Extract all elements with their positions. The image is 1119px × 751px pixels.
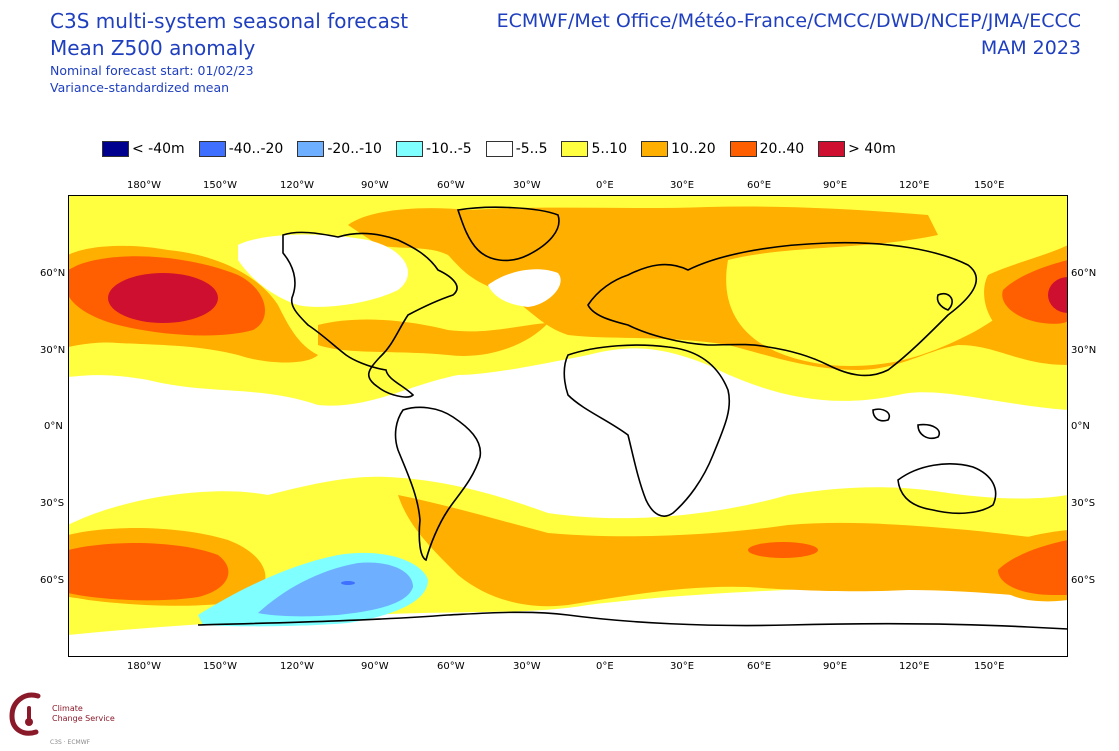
legend-label: 5..10: [591, 141, 628, 157]
legend-swatch: [485, 141, 513, 157]
map-canvas: [68, 195, 1068, 657]
legend-item: 10..20: [641, 141, 716, 157]
lon-label-top: 30°W: [513, 180, 541, 191]
right-header: ECMWF/Met Office/Météo-France/CMCC/DWD/N…: [497, 8, 1081, 62]
lon-label-bottom: 0°E: [596, 661, 614, 672]
legend-swatch: [561, 141, 589, 157]
logo-text: Climate Change Service: [52, 704, 115, 724]
lon-label-bottom: 150°E: [974, 661, 1005, 672]
anomaly-neutral-natl: [488, 269, 561, 307]
chart-title: C3S multi-system seasonal forecast: [50, 9, 409, 33]
lon-label-bottom: 30°E: [670, 661, 695, 672]
lat-label-right: 30°N: [1071, 345, 1097, 356]
legend-swatch: [729, 141, 757, 157]
anomaly-gt40-nwpac: [1048, 277, 1068, 313]
lon-label-bottom: 90°W: [361, 661, 389, 672]
anomaly-20-40-swpac: [68, 543, 229, 601]
climate-change-service-icon: [9, 692, 41, 736]
anomaly-10-20-north: [348, 206, 1068, 370]
c3s-logo: Climate Change Service: [8, 690, 115, 738]
anomaly-neutral-south: [68, 586, 1068, 657]
legend-label: 10..20: [671, 141, 716, 157]
anomaly-10-20-atl: [318, 319, 548, 356]
legend-label: -20..-10: [327, 141, 382, 157]
anomaly-neutral-na: [238, 234, 408, 307]
map-frame: [68, 195, 1068, 657]
legend-swatch: [102, 141, 129, 157]
logo-line2: Change Service: [52, 714, 115, 723]
lon-label-bottom: 60°E: [747, 661, 772, 672]
lon-label-top: 90°W: [361, 180, 389, 191]
legend-item: 20..40: [729, 141, 805, 157]
lat-label-left: 30°S: [40, 498, 65, 509]
lon-label-top: 180°W: [127, 180, 161, 191]
legend-swatch: [198, 141, 226, 157]
legend-item: < -40m: [102, 141, 185, 157]
legend-item: -40..-20: [198, 141, 284, 157]
legend-swatch: [395, 141, 423, 157]
lon-label-bottom: 90°E: [823, 661, 848, 672]
lat-label-left: 30°N: [40, 345, 66, 356]
chart-variable: Mean Z500 anomaly: [50, 36, 256, 60]
anomaly-10-20-south: [398, 495, 1068, 607]
anomaly-20-40-nwpac: [1002, 260, 1068, 324]
lon-label-top: 60°E: [747, 180, 772, 191]
lat-label-left: 0°N: [44, 421, 63, 432]
legend-item: 5..10: [561, 141, 627, 157]
anomaly-gt40-npac: [108, 273, 218, 323]
lon-label-bottom: 120°W: [280, 661, 314, 672]
logo-line1: Climate: [52, 704, 83, 713]
lon-label-bottom: 120°E: [899, 661, 930, 672]
lat-label-left: 60°S: [40, 575, 65, 586]
lon-label-top: 120°E: [899, 180, 930, 191]
legend-label: -40..-20: [228, 141, 284, 157]
centres-list: ECMWF/Met Office/Météo-France/CMCC/DWD/N…: [496, 10, 1081, 32]
lon-label-bottom: 60°W: [437, 661, 465, 672]
title-block: C3S multi-system seasonal forecast Mean …: [50, 8, 408, 96]
lon-label-top: 30°E: [670, 180, 695, 191]
lon-label-top: 0°E: [596, 180, 614, 191]
legend-label: -10..-5: [425, 141, 472, 157]
legend-label: -5..5: [515, 141, 548, 157]
legend-swatch: [641, 141, 669, 157]
lat-label-right: 60°N: [1071, 268, 1097, 279]
lat-label-left: 60°N: [40, 268, 66, 279]
lon-label-top: 150°E: [974, 180, 1005, 191]
legend-swatch: [818, 141, 846, 157]
lon-label-top: 120°W: [280, 180, 314, 191]
legend-swatch: [297, 141, 325, 157]
legend-item: -5..5: [485, 141, 548, 157]
lon-label-top: 60°W: [437, 180, 465, 191]
anomaly-map: [68, 195, 1068, 657]
forecast-start: Nominal forecast start: 01/02/23: [50, 63, 254, 78]
anomaly-neg20-neg40: [341, 581, 355, 585]
legend-item: > 40m: [818, 141, 896, 157]
lon-label-top: 150°W: [203, 180, 237, 191]
colour-legend: < -40m -40..-20 -20..-10 -10..-5 -5..5 5…: [102, 141, 910, 157]
legend-item: -20..-10: [297, 141, 382, 157]
method-note: Variance-standardized mean: [50, 80, 230, 95]
anomaly-20-40-sepac: [998, 540, 1068, 595]
lon-label-bottom: 180°W: [127, 661, 161, 672]
lat-label-right: 0°N: [1071, 421, 1090, 432]
anomaly-20-40-sio: [748, 542, 818, 558]
legend-item: -10..-5: [395, 141, 472, 157]
lon-label-top: 90°E: [823, 180, 848, 191]
season-label: MAM 2023: [980, 37, 1081, 59]
lat-label-right: 60°S: [1071, 575, 1096, 586]
legend-label: < -40m: [132, 141, 185, 157]
legend-label: > 40m: [848, 141, 896, 157]
lat-label-right: 30°S: [1071, 498, 1096, 509]
coastlines: [197, 206, 1068, 630]
logo-sub: C3S · ECMWF: [50, 739, 91, 746]
anomaly-neg10-neg20: [258, 562, 413, 617]
lon-label-bottom: 30°W: [513, 661, 541, 672]
lon-label-bottom: 150°W: [203, 661, 237, 672]
legend-label: 20..40: [759, 141, 805, 157]
